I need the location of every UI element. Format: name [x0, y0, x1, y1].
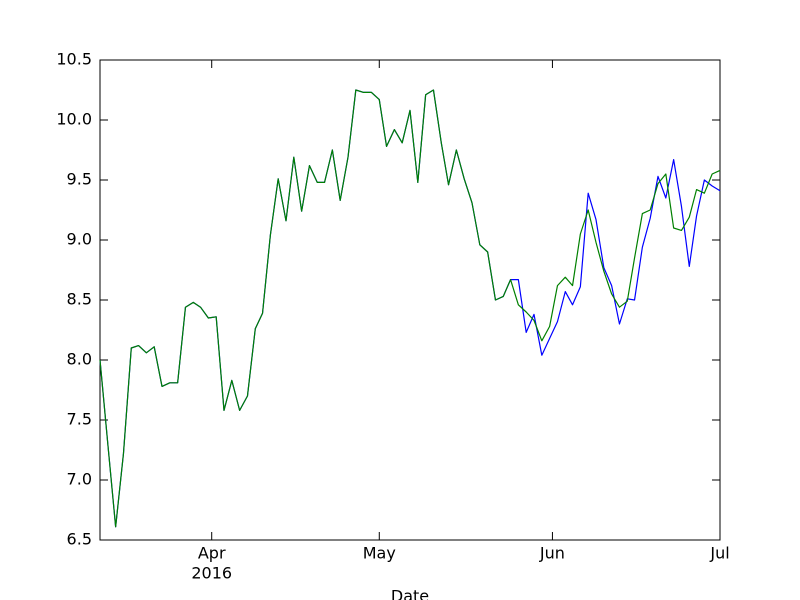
y-tick-label: 9.5	[67, 170, 92, 189]
x-tick-label: May	[363, 544, 396, 563]
line-series	[99, 89, 721, 528]
y-tick-label: 6.5	[67, 530, 92, 549]
plot-frame	[99, 59, 721, 541]
y-tick-label: 8.0	[67, 350, 92, 369]
y-tick-label: 10.0	[56, 110, 92, 129]
x-tick-label: Jul	[709, 544, 729, 563]
x-tick-label: Jun	[539, 544, 565, 563]
x-tick-sublabel: 2016	[191, 564, 232, 583]
y-tick-label: 7.5	[67, 410, 92, 429]
x-axis-label: Date	[391, 587, 429, 600]
y-tick-label: 7.0	[67, 470, 92, 489]
y-tick-label: 10.5	[56, 50, 92, 69]
y-tick-label: 9.0	[67, 230, 92, 249]
y-tick-label: 8.5	[67, 290, 92, 309]
x-tick-label: Apr	[198, 544, 226, 563]
